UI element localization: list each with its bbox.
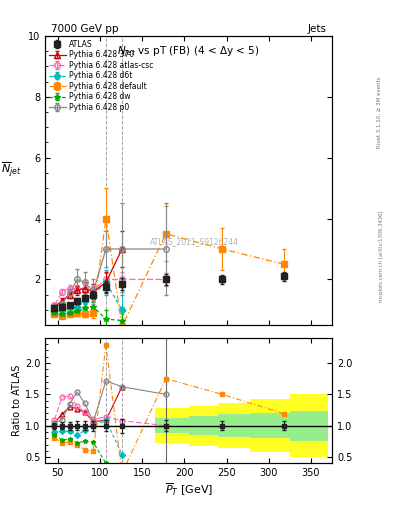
X-axis label: $\overline{P}_T$ [GeV]: $\overline{P}_T$ [GeV] [165,481,213,498]
Legend: ATLAS, Pythia 6.428 370, Pythia 6.428 atlas-csc, Pythia 6.428 d6t, Pythia 6.428 : ATLAS, Pythia 6.428 370, Pythia 6.428 at… [48,38,155,113]
Y-axis label: Ratio to ATLAS: Ratio to ATLAS [12,365,22,436]
Text: $N_{jet}$ vs pT (FB) (4 < $\Delta$y < 5): $N_{jet}$ vs pT (FB) (4 < $\Delta$y < 5) [118,45,260,59]
Text: 7000 GeV pp: 7000 GeV pp [51,25,118,34]
Text: mcplots.cern.ch [arXiv:1306.3436]: mcplots.cern.ch [arXiv:1306.3436] [380,210,384,302]
Text: Rivet 3.1.10, ≥ 3M events: Rivet 3.1.10, ≥ 3M events [377,77,382,148]
Text: Jets: Jets [307,25,326,34]
Text: ATLAS_2011_S9126244: ATLAS_2011_S9126244 [150,237,239,246]
Y-axis label: $\overline{N}_{jet}$: $\overline{N}_{jet}$ [1,161,22,181]
